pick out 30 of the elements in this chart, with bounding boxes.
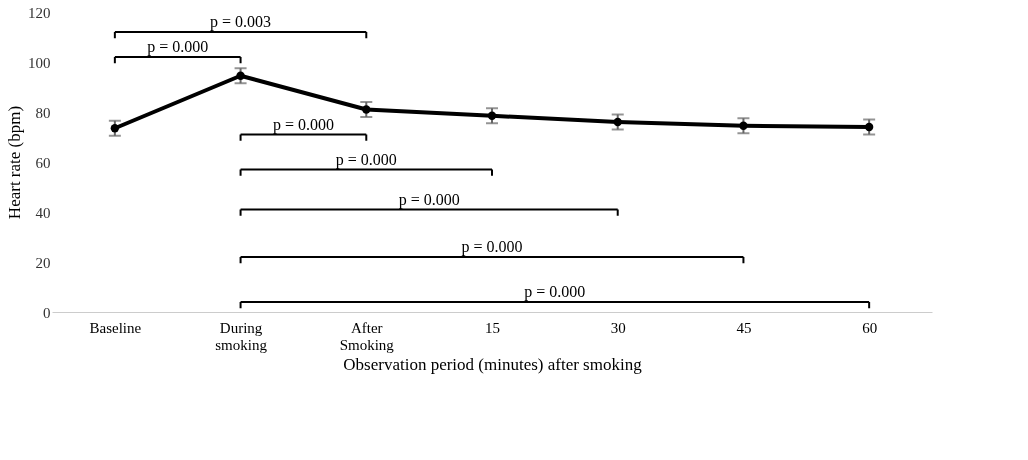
x-tick-label: Baseline	[89, 319, 142, 336]
x-tick-label: 30	[610, 319, 626, 336]
y-tick-label: 120	[28, 4, 51, 21]
point	[110, 124, 120, 133]
x-tick-label: 60	[862, 319, 878, 336]
annotation: p = 0.003	[210, 13, 272, 31]
x-axis-title: Observation period (minutes) after smoking	[343, 354, 643, 374]
point	[739, 121, 748, 130]
y-tick-label: 60	[35, 154, 51, 171]
point	[487, 111, 497, 120]
annotation: p = 0.000	[524, 283, 586, 301]
x-tick-label: 15	[485, 319, 500, 336]
y-tick-label: 80	[35, 104, 51, 121]
y-axis-title: Heart rate (bpm)	[5, 105, 24, 220]
y-tick-label: 100	[28, 54, 51, 71]
point	[362, 105, 371, 114]
point	[864, 122, 874, 132]
annotation: p = 0.000	[147, 38, 209, 56]
annotation: p = 0.000	[272, 115, 334, 134]
y-tick-label: 0	[43, 304, 51, 321]
annotation: p = 0.000	[335, 150, 397, 169]
annotation: p = 0.000	[398, 190, 460, 209]
y-tick-label: 20	[35, 254, 51, 271]
x-tick-label: During smoking	[215, 319, 268, 353]
point	[236, 71, 245, 80]
y-tick-label: 40	[35, 204, 51, 221]
x-tick-label: After Smoking	[339, 319, 395, 353]
point	[613, 117, 622, 127]
x-tick-label: 45	[736, 319, 752, 336]
annotation: p = 0.000	[461, 238, 523, 256]
